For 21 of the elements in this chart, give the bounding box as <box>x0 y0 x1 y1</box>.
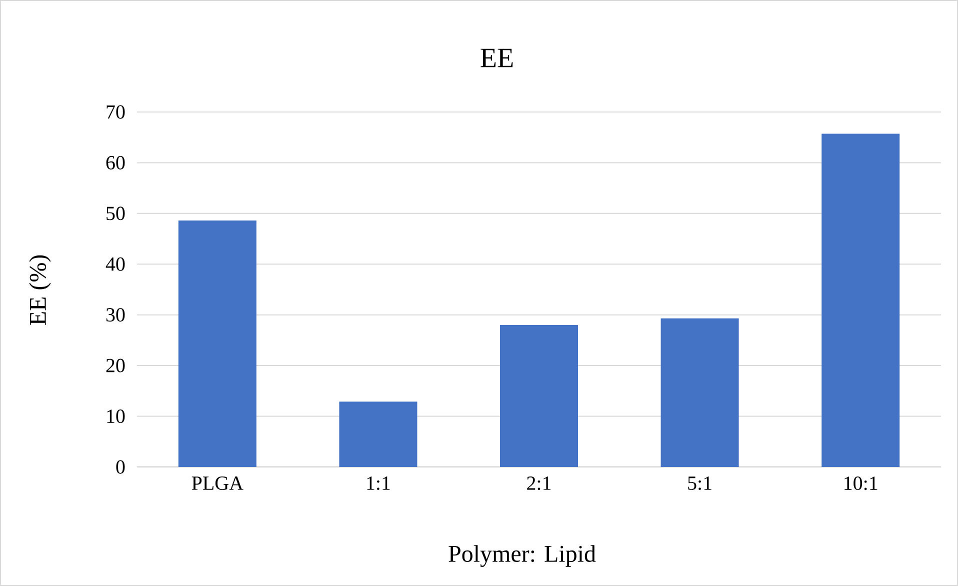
chart-title: EE <box>480 48 513 68</box>
y-tick-label: 10 <box>107 410 125 424</box>
bar <box>500 324 578 467</box>
bar <box>822 134 900 467</box>
y-axis-title: EE (%) <box>29 255 51 325</box>
y-tick-label: 40 <box>106 257 125 271</box>
y-tick-label: 20 <box>106 358 125 372</box>
y-tick-label: 0 <box>116 460 125 474</box>
bar <box>339 402 418 467</box>
x-axis-title: Polymer: Lipid <box>448 545 596 567</box>
bar <box>178 220 256 467</box>
bar <box>660 318 739 467</box>
y-tick-label: 60 <box>106 156 125 170</box>
y-tick-label: 70 <box>106 105 125 119</box>
x-tick-label: 5:1 <box>688 476 712 490</box>
y-tick-label: 50 <box>106 206 125 220</box>
x-tick-label: 1:1 <box>367 476 390 490</box>
x-tick-label: 2:1 <box>527 476 551 490</box>
x-tick-label: 10:1 <box>844 476 878 490</box>
y-tick-label: 30 <box>106 308 125 322</box>
x-tick-label: PLGA <box>192 476 244 490</box>
